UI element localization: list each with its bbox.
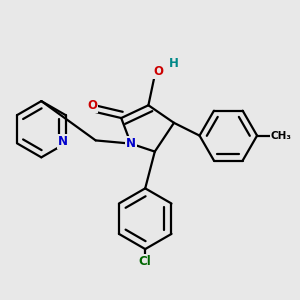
Text: O: O [88, 99, 98, 112]
Text: Cl: Cl [139, 255, 152, 268]
Text: N: N [58, 135, 68, 148]
Text: N: N [126, 137, 136, 150]
Text: CH₃: CH₃ [271, 130, 292, 141]
Text: H: H [168, 57, 178, 70]
Text: O: O [153, 65, 163, 78]
